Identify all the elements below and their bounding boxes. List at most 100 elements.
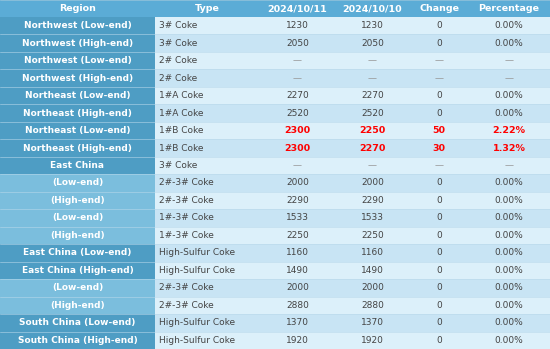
Text: 0: 0	[436, 301, 442, 310]
Bar	[155, 104, 260, 122]
Text: 2#-3# Coke: 2#-3# Coke	[159, 301, 214, 310]
Text: 1370: 1370	[361, 318, 384, 327]
Bar	[335, 17, 410, 35]
Bar	[155, 139, 260, 157]
Bar	[468, 52, 550, 69]
Text: Northwest (Low-end): Northwest (Low-end)	[24, 21, 131, 30]
Bar	[468, 35, 550, 52]
Bar	[0, 139, 155, 157]
Bar	[155, 192, 260, 209]
Text: —: —	[434, 161, 443, 170]
Bar	[155, 52, 260, 69]
Text: 1230: 1230	[286, 21, 309, 30]
Text: 1370: 1370	[286, 318, 309, 327]
Text: 2300: 2300	[284, 126, 311, 135]
Bar	[0, 314, 155, 332]
Text: 3# Coke: 3# Coke	[159, 21, 197, 30]
Bar	[260, 297, 335, 314]
Bar	[260, 332, 335, 349]
Text: South China (Low-end): South China (Low-end)	[19, 318, 136, 327]
Text: 1#A Coke: 1#A Coke	[159, 91, 204, 100]
Text: —: —	[293, 161, 302, 170]
Text: (High-end): (High-end)	[50, 231, 105, 240]
Text: 0: 0	[436, 248, 442, 258]
Bar	[155, 262, 260, 279]
Text: 2#-3# Coke: 2#-3# Coke	[159, 283, 214, 292]
Text: 2250: 2250	[361, 231, 384, 240]
Bar	[0, 35, 155, 52]
Text: 2# Coke: 2# Coke	[159, 74, 197, 83]
Bar	[410, 227, 468, 244]
Bar	[468, 227, 550, 244]
Bar	[410, 104, 468, 122]
Bar	[155, 227, 260, 244]
Text: 1490: 1490	[286, 266, 309, 275]
Bar	[155, 69, 260, 87]
Text: 1533: 1533	[286, 214, 309, 222]
Bar	[0, 122, 155, 139]
Text: 2024/10/11: 2024/10/11	[268, 4, 327, 13]
Bar	[0, 332, 155, 349]
Bar	[335, 209, 410, 227]
Text: 0.00%: 0.00%	[494, 248, 524, 258]
Text: Northwest (High-end): Northwest (High-end)	[22, 74, 133, 83]
Bar	[335, 87, 410, 104]
Text: Region: Region	[59, 4, 96, 13]
Text: High-Sulfur Coke: High-Sulfur Coke	[159, 336, 235, 345]
Text: 0: 0	[436, 21, 442, 30]
Text: 2520: 2520	[286, 109, 309, 118]
Bar	[260, 227, 335, 244]
Text: 0.00%: 0.00%	[494, 39, 524, 48]
Text: —: —	[504, 74, 514, 83]
Bar	[260, 209, 335, 227]
Text: 2050: 2050	[286, 39, 309, 48]
Bar	[410, 35, 468, 52]
Bar	[410, 52, 468, 69]
Bar	[335, 227, 410, 244]
Bar	[260, 139, 335, 157]
Bar	[0, 244, 155, 262]
Bar	[260, 192, 335, 209]
Text: 0.00%: 0.00%	[494, 214, 524, 222]
Text: 2520: 2520	[361, 109, 384, 118]
Text: 0.00%: 0.00%	[494, 91, 524, 100]
Bar	[155, 157, 260, 174]
Bar	[468, 279, 550, 297]
Text: —: —	[368, 56, 377, 65]
Bar	[410, 192, 468, 209]
Bar	[335, 69, 410, 87]
Bar	[155, 17, 260, 35]
Bar	[155, 209, 260, 227]
Bar	[0, 104, 155, 122]
Bar	[155, 174, 260, 192]
Bar	[155, 332, 260, 349]
Bar	[0, 297, 155, 314]
Text: —: —	[293, 56, 302, 65]
Text: High-Sulfur Coke: High-Sulfur Coke	[159, 248, 235, 258]
Text: 0.00%: 0.00%	[494, 109, 524, 118]
Text: —: —	[504, 161, 514, 170]
Text: 1#-3# Coke: 1#-3# Coke	[159, 231, 214, 240]
Text: 2250: 2250	[359, 126, 386, 135]
Text: 2880: 2880	[361, 301, 384, 310]
Text: 2290: 2290	[361, 196, 384, 205]
Bar	[468, 139, 550, 157]
Text: 0: 0	[436, 266, 442, 275]
Text: Northwest (Low-end): Northwest (Low-end)	[24, 56, 131, 65]
Text: 2300: 2300	[284, 143, 311, 153]
Bar	[260, 69, 335, 87]
Text: 30: 30	[432, 143, 446, 153]
Bar	[335, 157, 410, 174]
Text: 0: 0	[436, 109, 442, 118]
Text: 1160: 1160	[361, 248, 384, 258]
Text: 1490: 1490	[361, 266, 384, 275]
Bar	[0, 262, 155, 279]
Bar	[260, 52, 335, 69]
Text: (Low-end): (Low-end)	[52, 283, 103, 292]
Bar	[468, 69, 550, 87]
Bar	[335, 297, 410, 314]
Text: 2270: 2270	[361, 91, 384, 100]
Bar	[260, 262, 335, 279]
Text: —: —	[504, 56, 514, 65]
Text: 0.00%: 0.00%	[494, 21, 524, 30]
